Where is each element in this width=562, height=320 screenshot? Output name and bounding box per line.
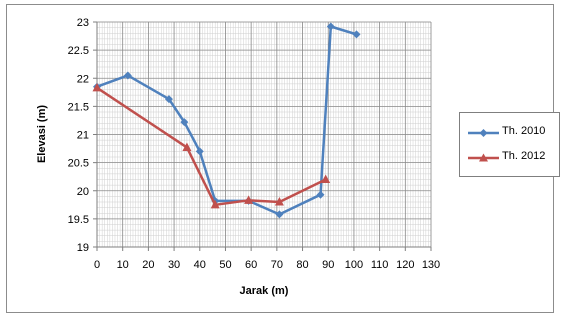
x-tick-label: 0 [94, 259, 100, 271]
y-tick-label: 23 [77, 17, 89, 29]
data-point [195, 147, 204, 156]
x-tick-label: 60 [245, 259, 257, 271]
x-tick-label: 130 [422, 259, 440, 271]
y-tick-label: 20 [77, 186, 89, 198]
x-tick-label: 90 [322, 259, 334, 271]
x-tick-label: 20 [142, 259, 154, 271]
x-axis-label: Jarak (m) [240, 285, 289, 297]
y-tick-label: 21 [77, 130, 89, 142]
data-point [164, 95, 173, 104]
line-chart: 0 10 20 30 40 50 60 70 80 90 100 110 120 130 19 19.5 20… [36, 17, 440, 297]
legend-item-th-2012: Th. 2012 [466, 150, 558, 165]
x-tick-label: 10 [117, 259, 129, 271]
y-tick-label: 22.5 [68, 45, 89, 57]
y-axis-tick-labels: 19 19.5 20 20.5 21 21.5 22 22.5 23 [68, 17, 89, 254]
data-point [123, 71, 132, 80]
x-axis-tick-labels: 0 10 20 30 40 50 60 70 80 90 100 110 120 130 [94, 259, 440, 271]
y-tick-label: 22 [77, 73, 89, 85]
x-tick-label: 40 [194, 259, 206, 271]
x-tick-label: 120 [396, 259, 414, 271]
data-point [352, 30, 361, 39]
data-point [182, 142, 192, 151]
data-point [321, 174, 331, 183]
axes [93, 21, 432, 251]
y-tick-label: 20.5 [68, 158, 89, 170]
series-th-2012 [92, 82, 331, 209]
x-tick-label: 80 [296, 259, 308, 271]
data-point [210, 199, 220, 209]
series-line [96, 86, 327, 207]
y-tick-label: 21.5 [68, 101, 89, 113]
legend-label-th-2010: Th. 2010 [502, 125, 546, 137]
y-tick-label: 19.5 [68, 214, 89, 226]
x-tick-label: 70 [271, 259, 283, 271]
x-tick-label: 100 [345, 259, 363, 271]
legend-label-th-2012: Th. 2012 [502, 150, 546, 162]
chart-area: 0 10 20 30 40 50 60 70 80 90 100 110 120 130 19 19.5 20… [6, 4, 560, 313]
legend-swatch-th-2012 [468, 153, 499, 162]
data-point [274, 197, 284, 206]
x-tick-label: 30 [168, 259, 180, 271]
y-axis-label: Elevasi (m) [36, 105, 48, 163]
data-point [180, 118, 189, 127]
series-layer [92, 22, 361, 219]
x-tick-label: 50 [219, 259, 231, 271]
data-point [316, 190, 325, 199]
x-tick-label: 110 [371, 259, 389, 271]
legend: Th. 2010 Th. 2012 [459, 112, 560, 177]
legend-swatch-th-2010 [468, 129, 499, 137]
y-tick-label: 19 [77, 242, 89, 254]
data-point [92, 82, 102, 92]
data-point [326, 22, 335, 31]
data-point [244, 195, 254, 204]
legend-item-th-2010: Th. 2010 [466, 125, 558, 140]
data-point [275, 210, 284, 219]
